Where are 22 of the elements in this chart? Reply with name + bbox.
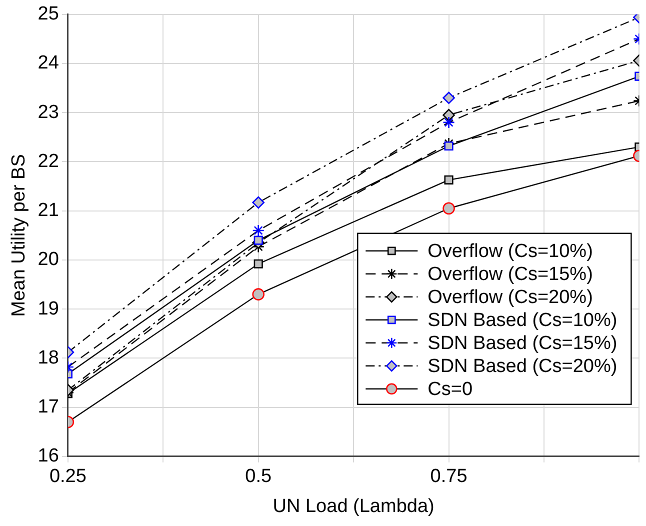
y-tick-label: 25 — [38, 4, 59, 25]
y-tick-label: 19 — [38, 298, 59, 320]
y-tick-label: 17 — [38, 396, 59, 418]
x-tick-label: 0.75 — [430, 466, 468, 488]
y-tick-label: 23 — [38, 102, 59, 123]
legend-label: Overflow (Cs=10%) — [428, 241, 593, 262]
legend-label: Overflow (Cs=15%) — [428, 264, 593, 286]
x-tick-label: 0.25 — [49, 466, 86, 488]
x-axis-title: UN Load (Lambda) — [272, 496, 434, 517]
y-tick-label: 24 — [38, 52, 60, 74]
y-tick-label: 22 — [38, 150, 59, 172]
legend-label: SDN Based (Cs=10%) — [428, 310, 618, 332]
y-tick-label: 21 — [38, 200, 59, 222]
legend-label: SDN Based (Cs=20%) — [428, 356, 618, 378]
y-tick-label: 16 — [38, 446, 59, 467]
legend-label: Overflow (Cs=20%) — [428, 287, 593, 308]
y-tick-label: 20 — [38, 249, 59, 270]
legend-label: SDN Based (Cs=15%) — [428, 333, 618, 354]
legend-label: Cs=0 — [428, 379, 473, 400]
x-tick-label: 0.5 — [245, 466, 272, 488]
y-tick-label: 18 — [38, 347, 59, 368]
y-axis-title: Mean Utility per BS — [8, 154, 30, 317]
